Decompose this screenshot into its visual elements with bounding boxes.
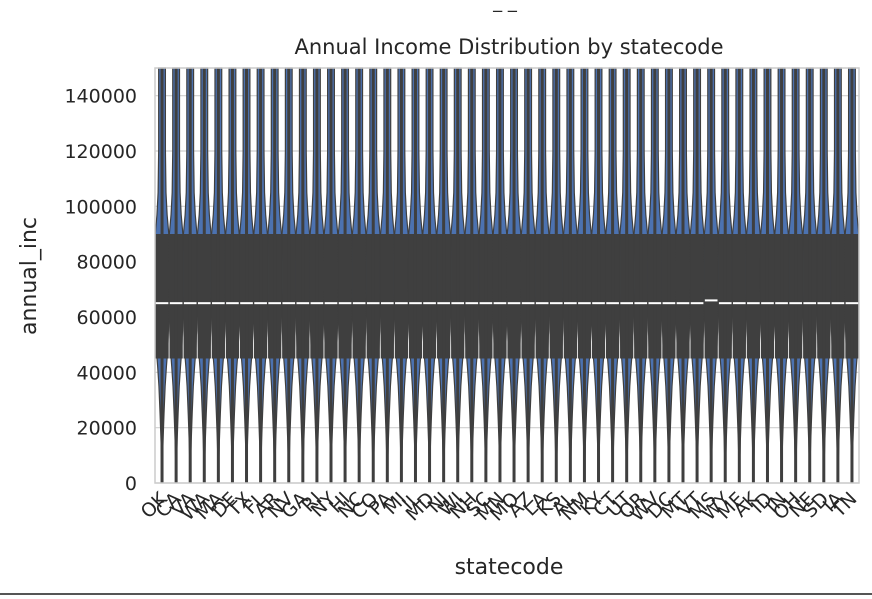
- bottom-border: [0, 593, 872, 595]
- y-tick-label: 40000: [77, 362, 137, 384]
- y-tick-label: 60000: [77, 307, 137, 329]
- top-label: _ _: [492, 0, 518, 13]
- y-axis-label: annual_inc: [17, 217, 42, 335]
- x-axis-ticks: OKCAVAWAMADETXFLARNVGARINYHINCCOPAMIILMD…: [137, 488, 862, 526]
- y-tick-label: 120000: [64, 141, 137, 163]
- y-tick-label: 140000: [64, 86, 137, 108]
- y-tick-label: 0: [125, 473, 137, 495]
- y-tick-label: 20000: [77, 418, 137, 440]
- chart-title: Annual Income Distribution by statecode: [294, 35, 723, 59]
- plot-frame: [154, 67, 860, 484]
- violins: [154, 67, 860, 483]
- x-axis-label: statecode: [455, 555, 564, 580]
- y-tick-label: 80000: [77, 252, 137, 274]
- y-axis-ticks: 0 20000 40000 60000 80000 100000 120000 140000: [64, 86, 137, 495]
- y-tick-label: 100000: [64, 196, 137, 218]
